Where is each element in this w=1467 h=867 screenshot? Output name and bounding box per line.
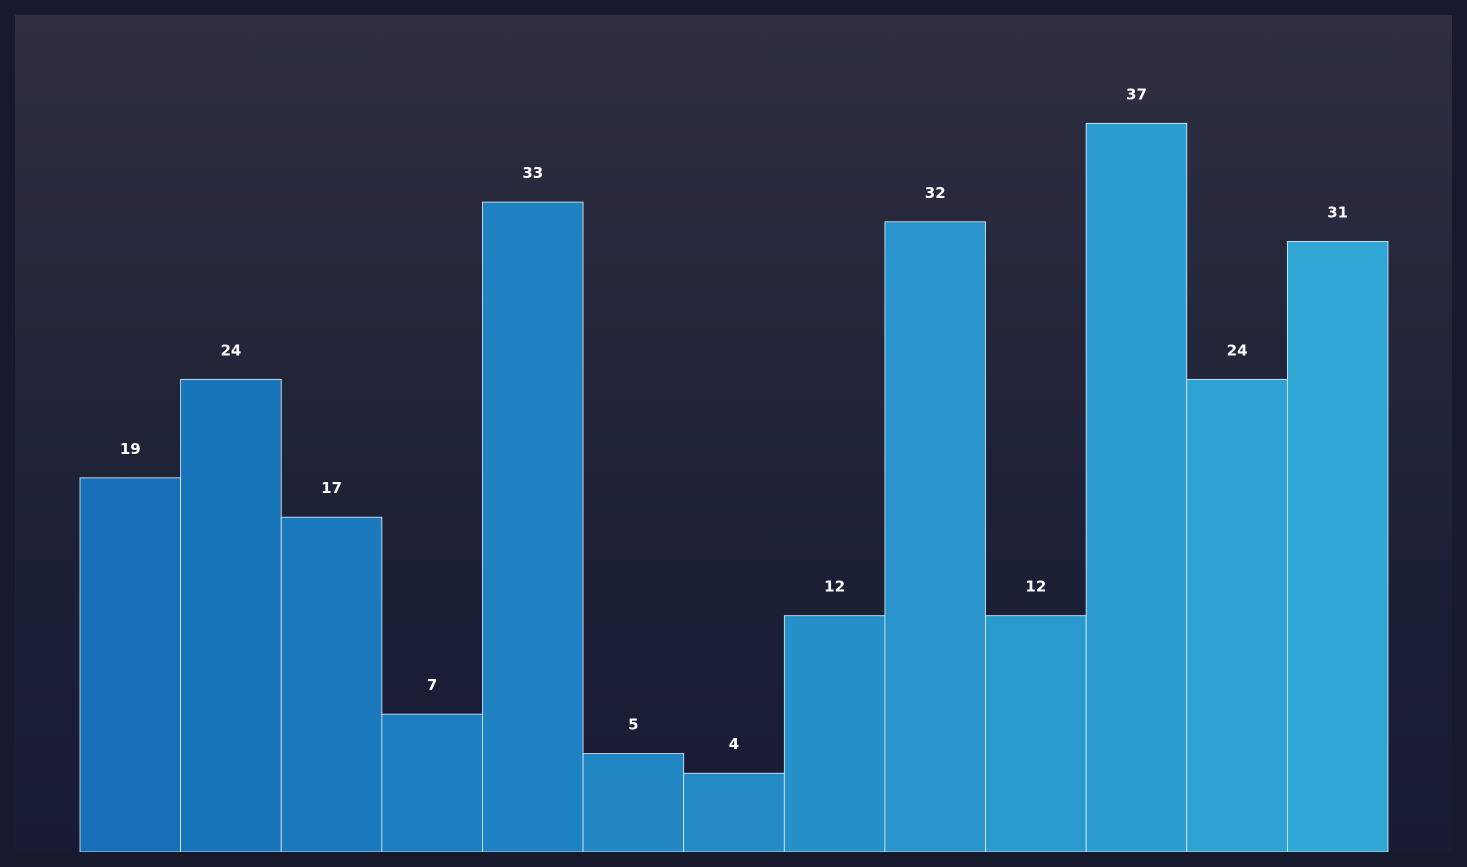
bar-value-label-8: 12 xyxy=(824,578,845,596)
bar-value-label-1: 19 xyxy=(120,440,141,458)
bar-7 xyxy=(683,772,785,852)
bar-value-label-11: 37 xyxy=(1126,85,1147,103)
bar-value-label-6: 5 xyxy=(628,716,638,734)
bar-6 xyxy=(582,753,685,852)
bar-2 xyxy=(180,378,282,852)
bar-value-label-12: 24 xyxy=(1227,341,1248,359)
bar-9 xyxy=(884,221,986,852)
bar-8 xyxy=(783,615,886,852)
bar-value-label-13: 31 xyxy=(1327,203,1348,221)
bar-value-label-10: 12 xyxy=(1025,578,1046,596)
bar-3 xyxy=(280,516,383,852)
bar-value-label-4: 7 xyxy=(427,676,437,694)
bar-labels-group: 19 24 17 7 33 5 4 12 32 12 37 24 31 xyxy=(120,85,1348,753)
bar-value-label-3: 17 xyxy=(321,479,342,497)
bar-12 xyxy=(1186,378,1288,852)
bar-13 xyxy=(1286,241,1389,852)
bar-chart: 19 24 17 7 33 5 4 12 32 12 37 24 31 xyxy=(79,85,1389,852)
chart-panel: 19 24 17 7 33 5 4 12 32 12 37 24 31 xyxy=(15,15,1452,852)
bar-5 xyxy=(482,201,584,852)
bar-11 xyxy=(1085,122,1188,852)
bar-value-label-7: 4 xyxy=(729,735,739,753)
bar-value-label-5: 33 xyxy=(522,164,543,182)
bars-group xyxy=(79,122,1389,852)
bar-10 xyxy=(985,615,1087,852)
bar-4 xyxy=(381,713,483,852)
bar-value-label-9: 32 xyxy=(925,184,946,202)
bar-1 xyxy=(79,477,182,852)
bar-value-label-2: 24 xyxy=(220,341,241,359)
